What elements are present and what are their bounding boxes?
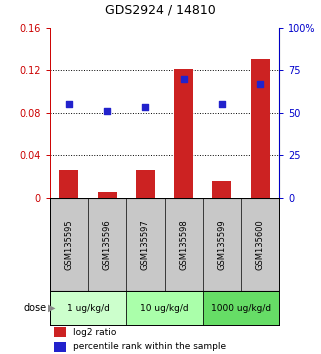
Point (143, 105, 148, 110)
Bar (98, 192, 117, 198)
Text: GDS2924 / 14810: GDS2924 / 14810 (105, 4, 216, 17)
Text: 1 ug/kg/d: 1 ug/kg/d (66, 304, 109, 313)
Bar (54, 342, 66, 352)
Text: 10 ug/kg/d: 10 ug/kg/d (140, 304, 189, 313)
Text: 1000 ug/kg/d: 1000 ug/kg/d (211, 304, 271, 313)
Bar (50, 291, 126, 325)
Text: GSM135597: GSM135597 (141, 219, 150, 270)
Bar (203, 291, 279, 325)
Text: GSM135600: GSM135600 (256, 219, 265, 270)
Bar (251, 59, 270, 198)
Text: dose: dose (23, 303, 47, 313)
Bar (54, 327, 66, 337)
Point (105, 108, 110, 114)
Point (66, 101, 72, 107)
Point (219, 101, 224, 107)
Text: GSM135598: GSM135598 (179, 219, 188, 270)
Text: GSM135596: GSM135596 (103, 219, 112, 270)
Bar (174, 69, 193, 198)
Bar (126, 291, 203, 325)
Text: log2 ratio: log2 ratio (73, 328, 116, 337)
Bar (212, 181, 231, 198)
Text: GSM135595: GSM135595 (65, 219, 74, 270)
Point (181, 76, 186, 81)
Point (257, 81, 263, 86)
Bar (59, 170, 78, 198)
Text: ▶: ▶ (48, 303, 56, 313)
Text: percentile rank within the sample: percentile rank within the sample (73, 342, 226, 351)
Bar (136, 170, 155, 198)
Text: GSM135599: GSM135599 (217, 219, 226, 270)
